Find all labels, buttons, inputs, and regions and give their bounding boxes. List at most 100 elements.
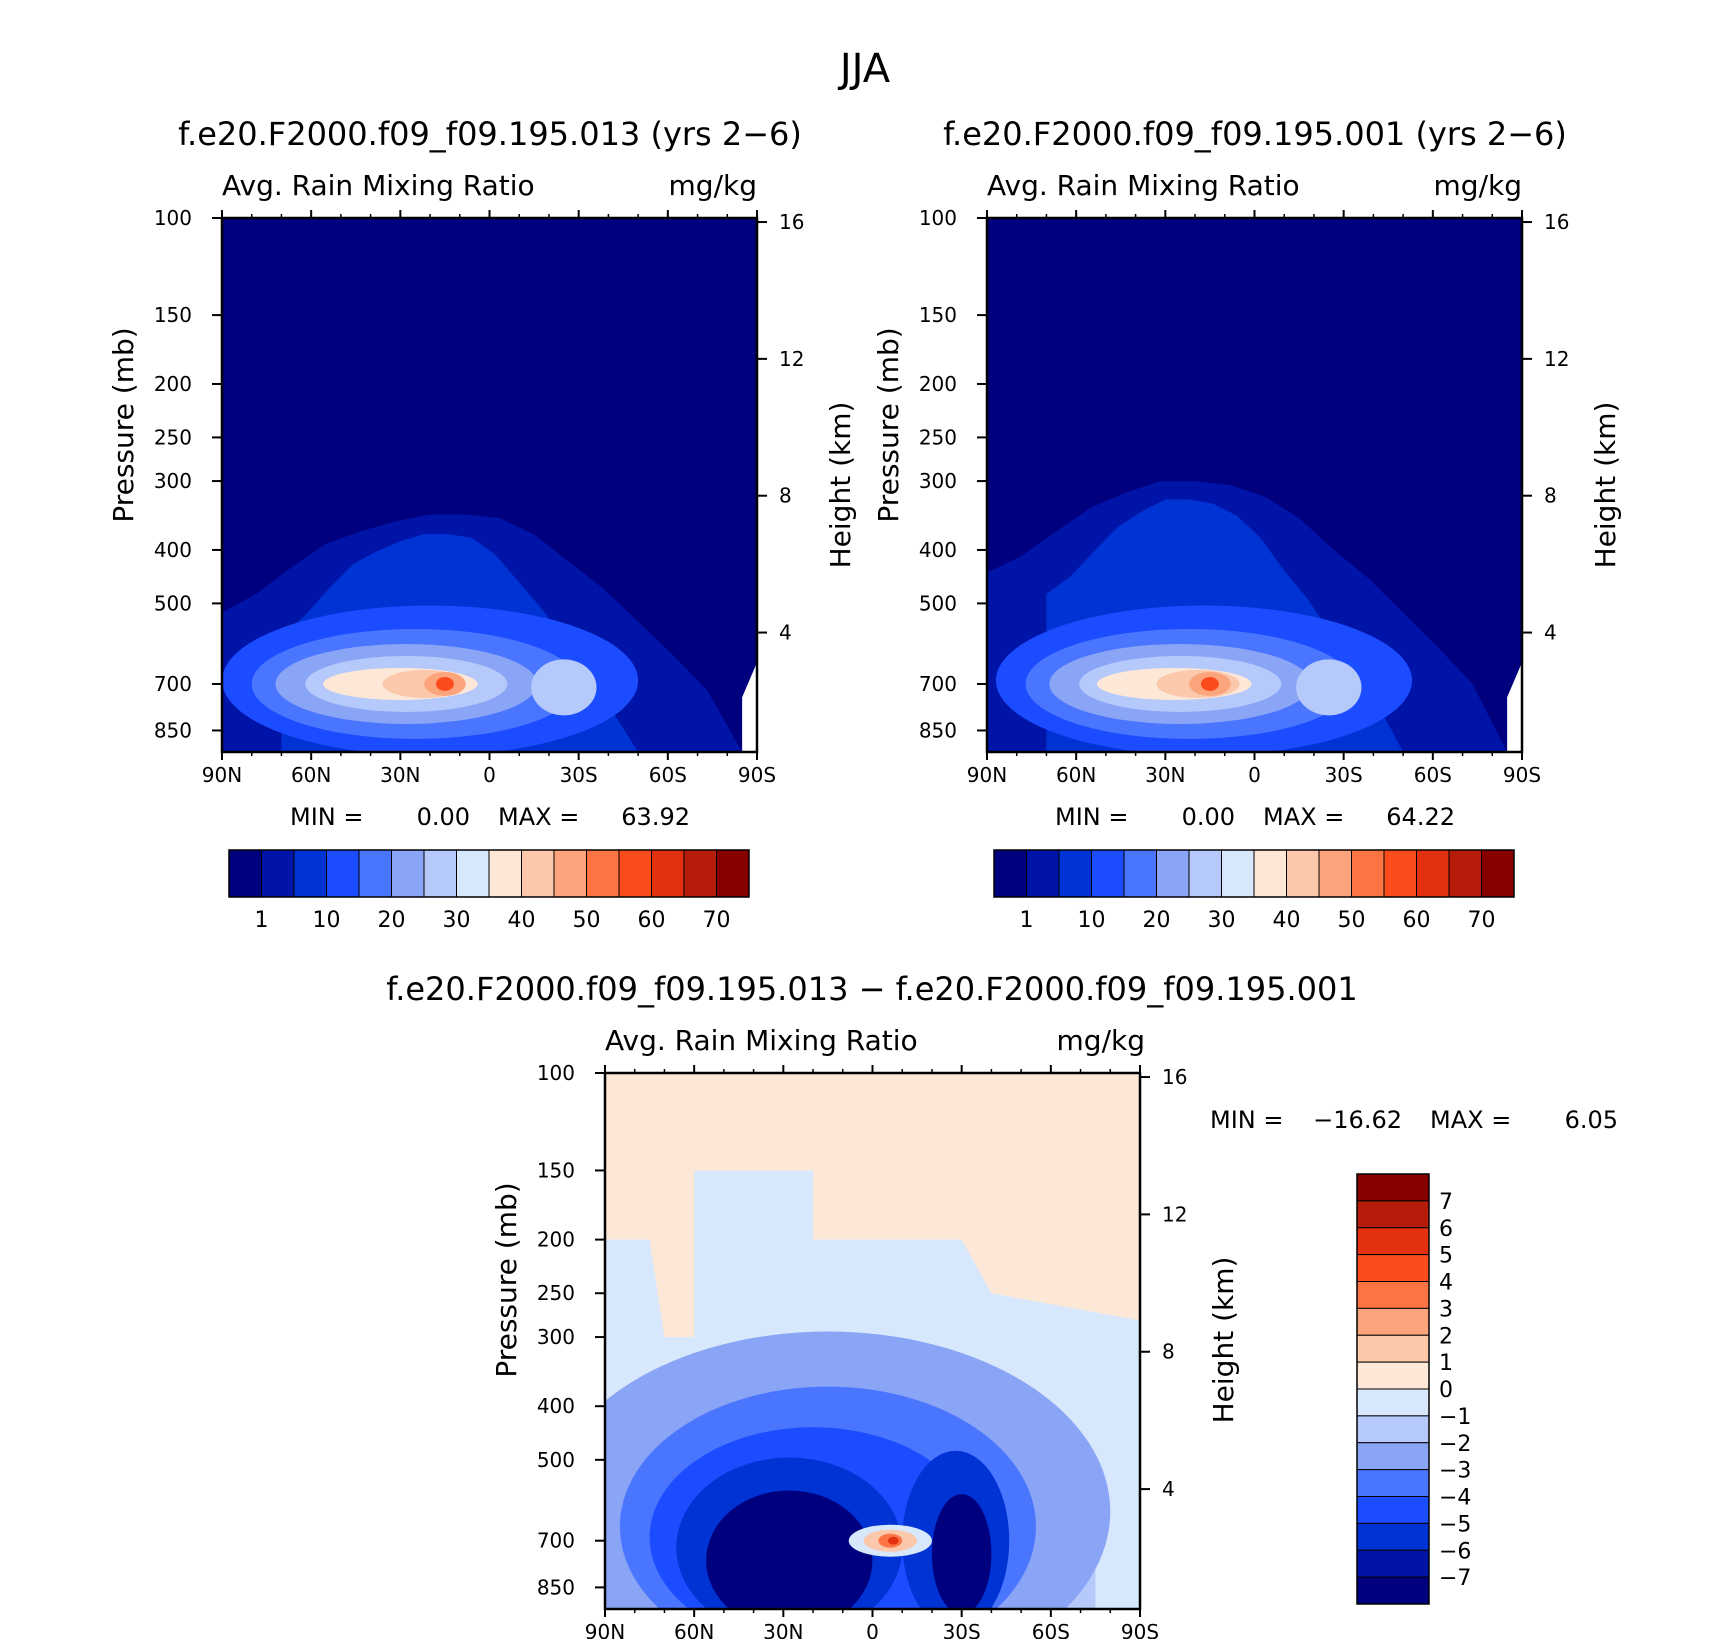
panel-2: f.e20.F2000.f09_f09.195.001 (yrs 2−6) Av… (872, 115, 1622, 933)
y-right-tick-label: 8 (1162, 1340, 1175, 1364)
colorbar-label: 30 (443, 908, 471, 933)
x-tick-label: 30N (1145, 763, 1185, 787)
panel-2-axes: 90N 60N 30N 0 30S 60S 90S 100 150 200 250 300 400 500… (919, 206, 1570, 787)
colorbar-label: 60 (638, 908, 666, 933)
panel-2-units: mg/kg (1434, 169, 1522, 202)
colorbar-swatch (1058, 849, 1092, 898)
colorbar-label: −3 (1439, 1459, 1471, 1484)
colorbar-swatch (1123, 849, 1157, 898)
y-tick-label: 500 (154, 591, 192, 615)
colorbar-label: 1 (1439, 1351, 1453, 1376)
colorbar-label: 5 (1439, 1244, 1453, 1269)
y-tick-label: 700 (919, 672, 957, 696)
colorbar-swatch (1253, 849, 1287, 898)
x-tick-label: 0 (1248, 763, 1261, 787)
y-tick-label: 500 (537, 1448, 575, 1472)
x-tick-label: 90S (1121, 1620, 1159, 1639)
x-tick-label: 90S (1503, 763, 1541, 787)
x-tick-label: 60S (649, 763, 687, 787)
panel-3-ylabel-right: Height (km) (1207, 1257, 1240, 1424)
y-right-tick-label: 12 (1544, 347, 1569, 371)
colorbar-swatch (1356, 1388, 1430, 1417)
y-tick-label: 250 (154, 425, 192, 449)
colorbar-label: 0 (1439, 1378, 1453, 1403)
colorbar-swatch (993, 849, 1027, 898)
panel-2-contour-field (987, 218, 1522, 752)
y-tick-label: 250 (919, 425, 957, 449)
y-tick-label: 850 (154, 718, 192, 742)
panel-3: f.e20.F2000.f09_f09.195.013 − f.e20.F200… (386, 970, 1618, 1639)
contour-band (887, 1536, 899, 1545)
y-tick-label: 300 (154, 469, 192, 493)
colorbar-swatch (1416, 849, 1450, 898)
colorbar-label: 70 (1468, 908, 1496, 933)
colorbar-frame (228, 849, 750, 898)
colorbar-swatch (358, 849, 392, 898)
contour-band (1201, 676, 1219, 691)
colorbar-swatch (1356, 1361, 1430, 1390)
colorbar-swatch (1026, 849, 1060, 898)
colorbar-label: −2 (1439, 1432, 1471, 1457)
y-tick-label: 850 (537, 1575, 575, 1599)
colorbar-label: 70 (703, 908, 731, 933)
colorbar-label: 10 (313, 908, 341, 933)
figure-title: JJA (837, 46, 891, 92)
colorbar-swatch (1356, 1334, 1430, 1363)
y-tick-label: 250 (537, 1281, 575, 1305)
colorbar-swatch (1356, 1227, 1430, 1256)
colorbar-swatch (1356, 1281, 1430, 1309)
panel-3-contour-field (605, 1073, 1140, 1609)
y-right-tick-label: 16 (1544, 210, 1569, 234)
y-tick-label: 400 (537, 1394, 575, 1418)
y-tick-label: 200 (154, 372, 192, 396)
colorbar-label: 7 (1439, 1190, 1453, 1215)
colorbar-label: −1 (1439, 1405, 1471, 1430)
panel-1-min-value: 0.00 (417, 803, 470, 831)
y-right-tick-label: 8 (779, 484, 792, 508)
panel-1-title: f.e20.F2000.f09_f09.195.013 (yrs 2−6) (178, 115, 802, 153)
colorbar-label: 20 (378, 908, 406, 933)
colorbar-swatch (391, 849, 425, 898)
x-tick-label: 90N (585, 1620, 625, 1639)
colorbar-label: 40 (1273, 908, 1301, 933)
y-right-tick-label: 4 (1544, 621, 1557, 645)
colorbar-swatch (1318, 849, 1352, 898)
panel-3-variable: Avg. Rain Mixing Ratio (605, 1024, 918, 1057)
y-tick-label: 150 (919, 303, 957, 327)
panel-2-ylabel: Pressure (mb) (872, 327, 905, 522)
colorbar-swatch (1351, 849, 1385, 898)
x-tick-label: 60S (1032, 1620, 1070, 1639)
topography-mask (1507, 662, 1522, 752)
panel-2-variable: Avg. Rain Mixing Ratio (987, 169, 1300, 202)
y-tick-label: 700 (537, 1529, 575, 1553)
x-tick-label: 60N (1056, 763, 1096, 787)
panel-1-ylabel: Pressure (mb) (107, 327, 140, 522)
panel-1-units: mg/kg (669, 169, 757, 202)
y-tick-label: 200 (537, 1228, 575, 1252)
panel-2-min-label: MIN = (1055, 803, 1128, 831)
colorbar-swatch (228, 849, 262, 898)
panel-3-min-label: MIN = (1210, 1106, 1283, 1134)
panel-1-max-value: 63.92 (621, 803, 690, 831)
panel-1-max-label: MAX = (498, 803, 579, 831)
y-right-tick-label: 16 (779, 210, 804, 234)
x-tick-label: 60S (1414, 763, 1452, 787)
y-tick-label: 850 (919, 718, 957, 742)
colorbar-label: 30 (1208, 908, 1236, 933)
x-tick-label: 60N (291, 763, 331, 787)
y-tick-label: 150 (537, 1158, 575, 1182)
colorbar-swatch (326, 849, 360, 898)
panel-3-axes: 90N 60N 30N 0 30S 60S 90S 100 150 200 250 300 400 500… (537, 1061, 1188, 1639)
panel-3-min-value: −16.62 (1313, 1106, 1402, 1134)
colorbar-swatch (293, 849, 327, 898)
colorbar-swatch (488, 849, 522, 898)
colorbar-label: 40 (508, 908, 536, 933)
colorbar-swatch (521, 849, 555, 898)
y-tick-label: 200 (919, 372, 957, 396)
x-tick-label: 30S (560, 763, 598, 787)
colorbar-swatch (1156, 849, 1190, 898)
y-tick-label: 300 (919, 469, 957, 493)
colorbar-swatch (618, 849, 652, 898)
